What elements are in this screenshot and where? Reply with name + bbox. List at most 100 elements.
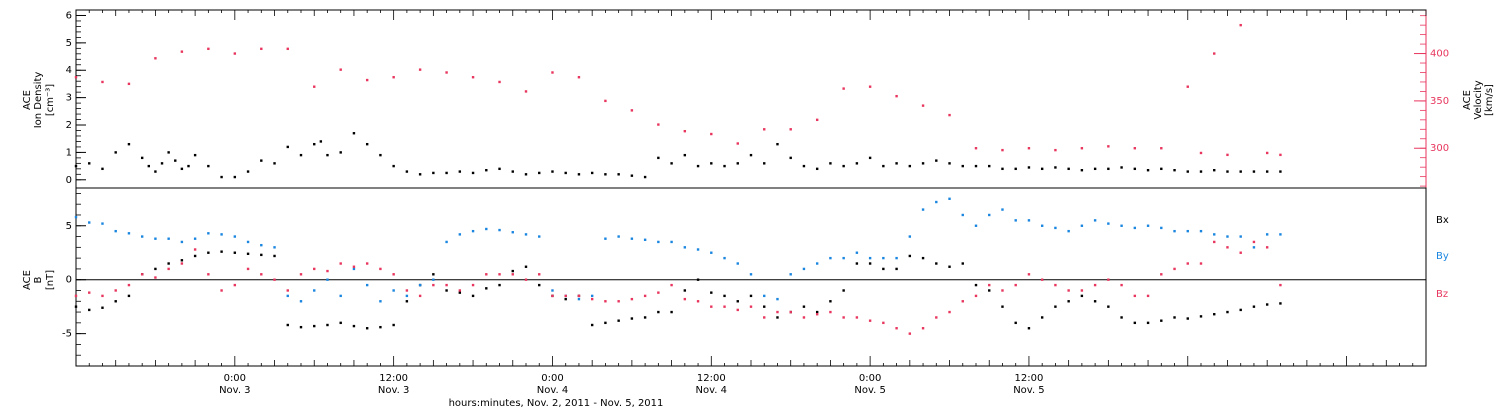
black-data-point [988, 164, 991, 168]
bz-data-point [233, 283, 237, 287]
bx-data-point [379, 325, 382, 329]
by-data-point [736, 262, 739, 265]
velocity-axis-ticks: 300 350 400 [1414, 10, 1449, 188]
bx-data-point [868, 262, 872, 265]
bz-data-point [471, 283, 475, 287]
bz-data-point [299, 273, 303, 276]
bz-data-point [736, 308, 739, 312]
bx-data-point [273, 254, 276, 258]
bx-data-point [948, 265, 951, 268]
bz-data-point [1133, 294, 1137, 298]
by-data-point [1279, 233, 1282, 236]
pink-data-point [763, 128, 766, 131]
black-data-point [187, 164, 190, 168]
black-data-point [710, 162, 713, 165]
bx-data-point [842, 289, 845, 292]
black-data-point [604, 173, 607, 176]
bz-data-point [114, 289, 117, 292]
black-data-point [167, 151, 170, 154]
black-data-point [802, 164, 806, 168]
b-axis-ticks: -5 0 5 [62, 192, 86, 356]
by-data-point [524, 233, 528, 236]
bz-data-point [74, 294, 78, 298]
pink-data-point [498, 80, 501, 84]
bx-data-point [167, 262, 170, 265]
bz-data-point [1252, 240, 1256, 244]
bx-data-point [299, 325, 303, 329]
bx-data-point [1186, 317, 1189, 320]
by-data-point [1173, 229, 1176, 233]
bz-data-point [432, 283, 435, 287]
by-data-point [789, 273, 792, 276]
bx-data-point [88, 308, 91, 312]
by-data-point [882, 256, 885, 260]
by-data-point [313, 289, 316, 292]
pink-data-point [1186, 85, 1189, 88]
pink-data-point [789, 128, 792, 131]
bx-data-point [895, 267, 898, 271]
by-data-point [1160, 226, 1163, 230]
bx-data-point [657, 310, 660, 314]
bz-data-point [418, 294, 422, 298]
black-data-point [432, 171, 435, 175]
by-data-point [961, 213, 964, 217]
by-data-point [1252, 246, 1256, 249]
bx-data-point [670, 310, 673, 314]
bx-data-point [696, 278, 700, 281]
black-data-point [749, 153, 753, 157]
black-data-point [1093, 167, 1097, 171]
bz-data-point [154, 276, 157, 279]
by-data-point [74, 215, 78, 219]
bz-data-point [538, 273, 541, 276]
bx-data-point [829, 300, 832, 303]
black-data-point [736, 162, 739, 165]
density-tick-label: 6 [66, 10, 72, 21]
black-data-point [683, 153, 687, 157]
velocity-tick-label: 300 [1430, 143, 1449, 154]
pink-data-point [445, 71, 448, 74]
by-data-point [988, 213, 991, 217]
pink-data-point [365, 78, 369, 82]
bx-data-point [1054, 305, 1057, 308]
bz-data-point [564, 294, 567, 298]
density-axis-label-line3: [cm⁻³] [45, 84, 56, 116]
by-data-point [220, 233, 223, 236]
pink-data-point [948, 113, 951, 117]
black-data-point [948, 162, 951, 165]
black-data-point [273, 162, 276, 165]
pink-data-point [815, 118, 819, 122]
velocity-series [74, 23, 1282, 157]
black-data-point [511, 170, 514, 173]
black-data-point [326, 153, 329, 157]
black-data-point [101, 167, 104, 171]
bz-data-point [101, 294, 104, 298]
date-tick-label: Nov. 5 [1013, 385, 1044, 396]
black-data-point [723, 164, 726, 168]
bx-data-point [432, 273, 435, 276]
bz-data-point [220, 289, 223, 292]
bz-data-point [286, 289, 289, 292]
bz-data-point [498, 273, 501, 276]
by-data-point [352, 267, 356, 271]
black-data-point [339, 151, 342, 154]
bz-data-point [458, 289, 462, 292]
by-data-point [1107, 222, 1110, 225]
bz-data-point [1040, 278, 1044, 281]
density-tick-label: 1 [66, 147, 72, 158]
black-data-point [392, 164, 395, 168]
black-data-point [1199, 170, 1203, 173]
bz-data-point [683, 297, 687, 301]
bz-data-point [577, 294, 581, 298]
black-data-point [299, 153, 303, 157]
bz-data-point [392, 273, 395, 276]
density-axis-label-line2: Ion Density [33, 72, 44, 129]
black-data-point [147, 164, 150, 168]
bx-data-point [630, 317, 634, 320]
pink-data-point [180, 50, 184, 53]
black-data-point [1213, 169, 1216, 172]
date-tick-label: Nov. 4 [696, 385, 727, 396]
bx-data-point [1133, 321, 1137, 325]
bx-data-point [471, 294, 475, 298]
black-data-point [1067, 167, 1070, 171]
by-data-point [458, 233, 462, 236]
